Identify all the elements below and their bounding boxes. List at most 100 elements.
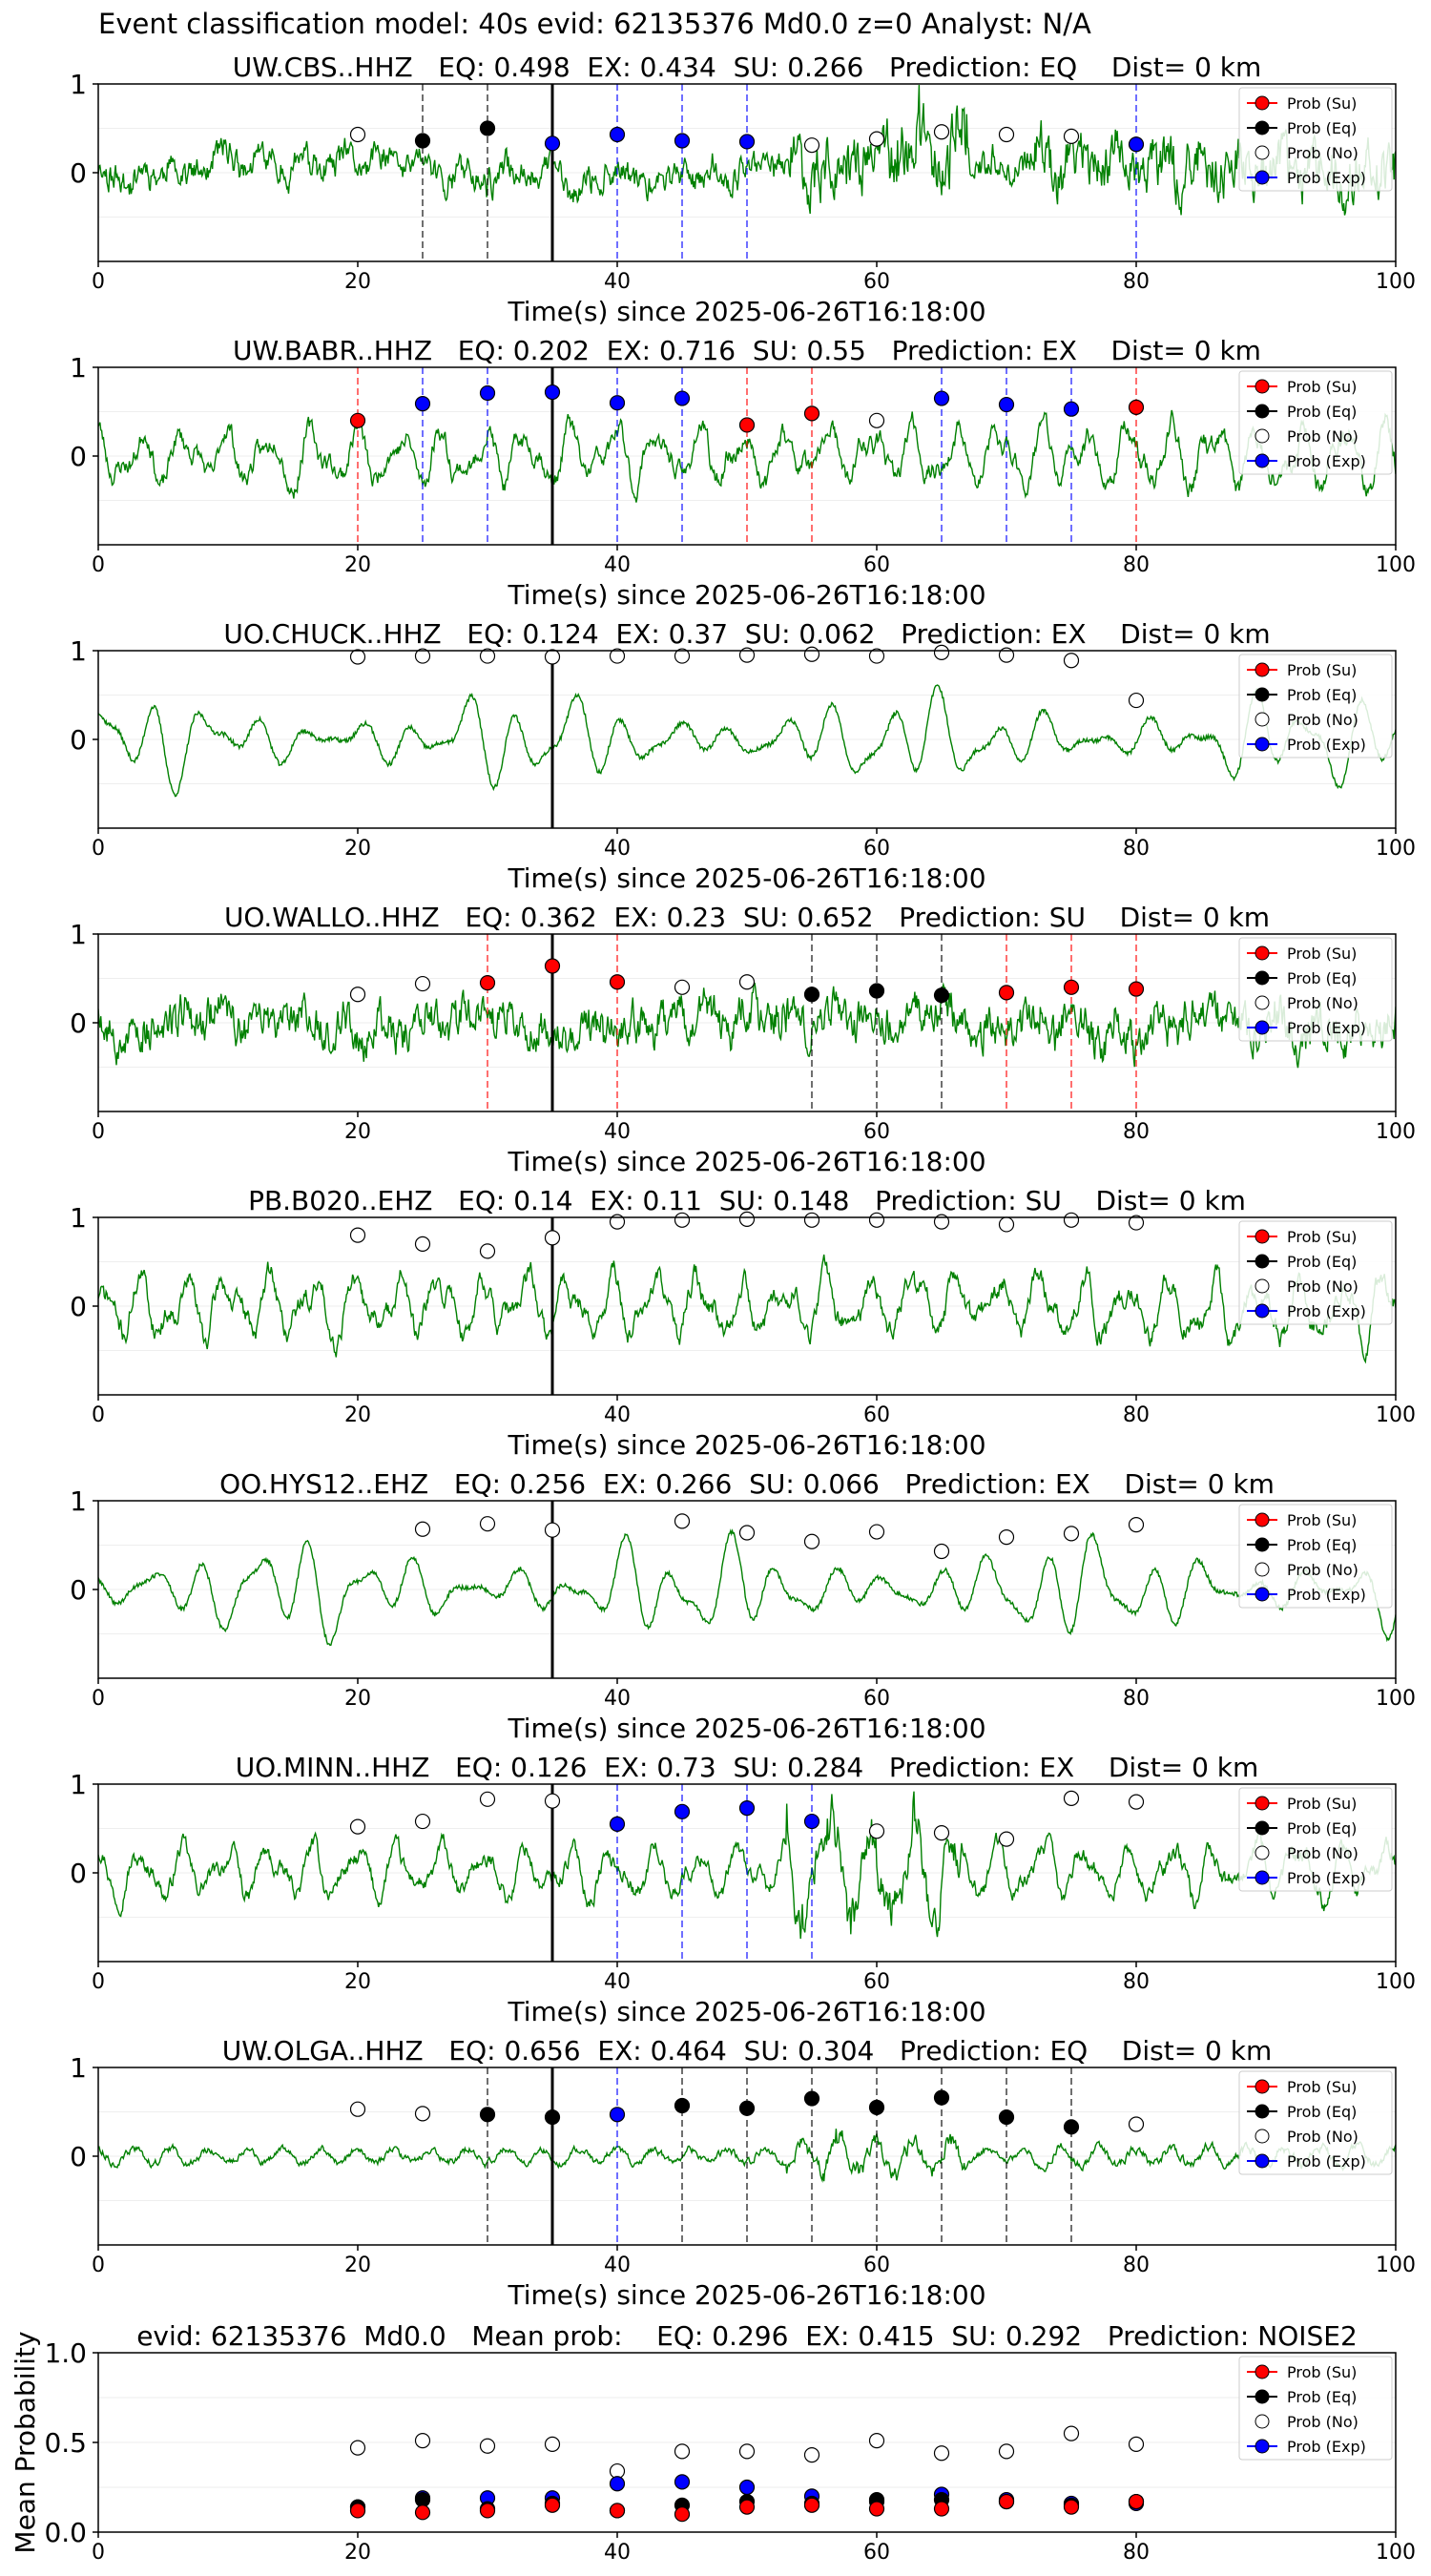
x-axis-label: Time(s) since 2025-06-26T16:18:00 [507,579,985,611]
legend-marker [1255,1254,1270,1269]
x-tick-label: 60 [863,2254,890,2277]
legend-marker [1255,1587,1270,1602]
station-panel: UW.OLGA..HHZ EQ: 0.656 EX: 0.464 SU: 0.3… [70,2035,1416,2311]
legend-marker [1255,1303,1270,1319]
prob-marker-eq [738,2100,756,2116]
mean-marker-su [544,2497,561,2513]
x-tick-label: 100 [1376,1970,1416,1994]
prob-marker-no [479,1516,496,1532]
prob-marker-su [1063,979,1080,995]
legend-label: Prob (Eq) [1287,969,1357,987]
legend-marker [1255,1845,1270,1860]
prob-marker-no [674,648,691,664]
panel-title: UO.WALLO..HHZ EQ: 0.362 EX: 0.23 SU: 0.6… [224,902,1270,933]
legend-marker [1255,1512,1270,1527]
prob-marker-no [803,137,820,154]
legend-label: Prob (No) [1287,994,1358,1012]
mean-marker-no [414,2433,431,2449]
legend-marker [1255,379,1270,394]
prob-marker-eq [479,120,496,136]
prob-marker-no [868,131,885,147]
x-tick-label: 20 [344,2541,371,2565]
legend-marker [1255,687,1270,702]
prob-marker-no [933,644,950,660]
prob-marker-no [414,1236,431,1253]
x-tick-label: 40 [604,1687,631,1711]
mean-marker-su [868,2501,885,2517]
y-tick-label: 0.0 [44,2517,87,2548]
x-tick-label: 80 [1123,2541,1150,2565]
x-tick-label: 80 [1123,270,1150,294]
prob-marker-no [998,1216,1015,1233]
legend-label: Prob (Su) [1287,2078,1357,2096]
x-tick-label: 60 [863,270,890,294]
prob-marker-no [479,1791,496,1807]
x-tick-label: 20 [344,1970,371,1994]
mean-marker-no [544,2436,561,2452]
y-tick-label: 0 [70,1291,87,1322]
y-tick-label: 1 [70,69,87,100]
prob-marker-no [674,1212,691,1228]
prob-marker-exp [998,396,1015,413]
mean-marker-su [933,2501,950,2517]
prob-marker-no [1128,692,1145,709]
prob-marker-no [544,1793,561,1809]
mean-marker-no [738,2443,756,2460]
x-tick-label: 0 [92,2541,105,2565]
legend-marker [1255,1537,1270,1552]
x-axis-label: Time(s) since 2025-06-26T16:18:00 [507,296,985,327]
mean-marker-su [1128,2493,1145,2510]
prob-marker-no [609,1214,626,1230]
prob-marker-exp [609,1816,626,1832]
legend-label: Prob (Eq) [1287,1819,1357,1838]
legend-marker [1255,453,1270,468]
prob-marker-su [998,985,1015,1001]
legend-marker [1255,1870,1270,1885]
y-tick-label: 1 [70,2052,87,2084]
mean-marker-no [998,2443,1015,2460]
x-axis-label: Time(s) since 2025-06-26T16:18:00 [507,2279,985,2311]
legend-marker [1255,1820,1270,1836]
y-tick-label: 0 [70,1858,87,1889]
x-tick-label: 60 [863,1687,890,1711]
mean-marker-no [674,2443,691,2460]
mean-marker-exp [609,2476,626,2492]
legend-box [1238,1504,1393,1609]
prob-marker-no [414,1813,431,1830]
x-tick-label: 40 [604,1970,631,1994]
prob-marker-exp [933,390,950,406]
prob-marker-no [933,1825,950,1841]
prob-marker-exp [479,384,496,402]
mean-marker-su [349,2503,366,2519]
legend-label: Prob (Exp) [1287,452,1366,470]
legend-label: Prob (Eq) [1287,403,1357,421]
x-tick-label: 60 [863,1403,890,1427]
prob-marker-no [1128,1794,1145,1810]
y-tick-label: 1 [70,352,87,384]
legend-marker [1255,1229,1270,1244]
panel-title: UO.MINN..HHZ EQ: 0.126 EX: 0.73 SU: 0.28… [236,1752,1259,1783]
prob-marker-su [609,974,626,990]
x-tick-label: 20 [344,1403,371,1427]
prob-marker-eq [868,983,885,999]
prob-marker-no [414,648,431,664]
prob-marker-no [349,126,366,143]
station-panel: OO.HYS12..EHZ EQ: 0.256 EX: 0.266 SU: 0.… [70,1468,1416,1744]
mean-marker-no [349,2440,366,2456]
prob-marker-su [1128,981,1145,997]
x-tick-label: 100 [1376,553,1416,577]
legend-label: Prob (Eq) [1287,2388,1357,2406]
mean-marker-no [803,2447,820,2463]
prob-marker-no [803,646,820,662]
legend-marker [1255,945,1270,961]
x-tick-label: 80 [1123,2254,1150,2277]
x-tick-label: 0 [92,1120,105,1144]
prob-marker-exp [674,390,691,406]
legend-marker [1255,2439,1270,2454]
prob-marker-eq [414,133,431,149]
prob-marker-no [998,1529,1015,1546]
prob-marker-eq [674,2097,691,2114]
y-tick-label: 0.5 [44,2427,87,2459]
prob-marker-no [933,124,950,140]
waveform-trace [98,409,1396,503]
